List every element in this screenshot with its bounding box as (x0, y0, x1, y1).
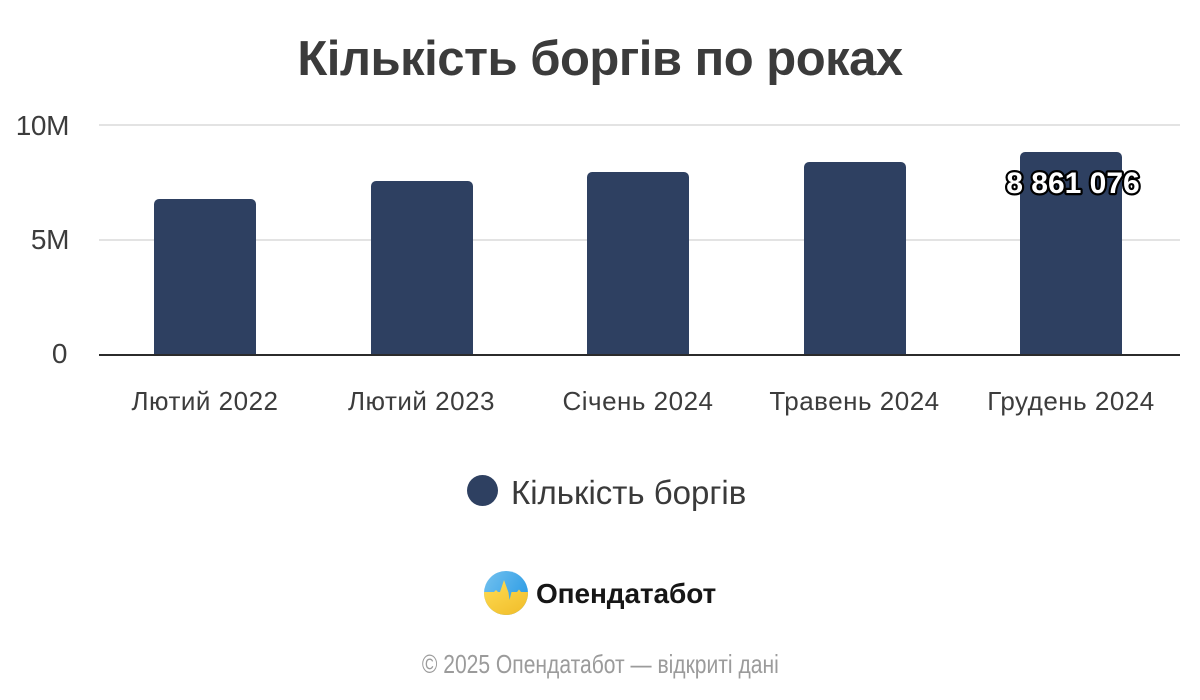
svg-text:8 861 076: 8 861 076 (1006, 167, 1139, 200)
